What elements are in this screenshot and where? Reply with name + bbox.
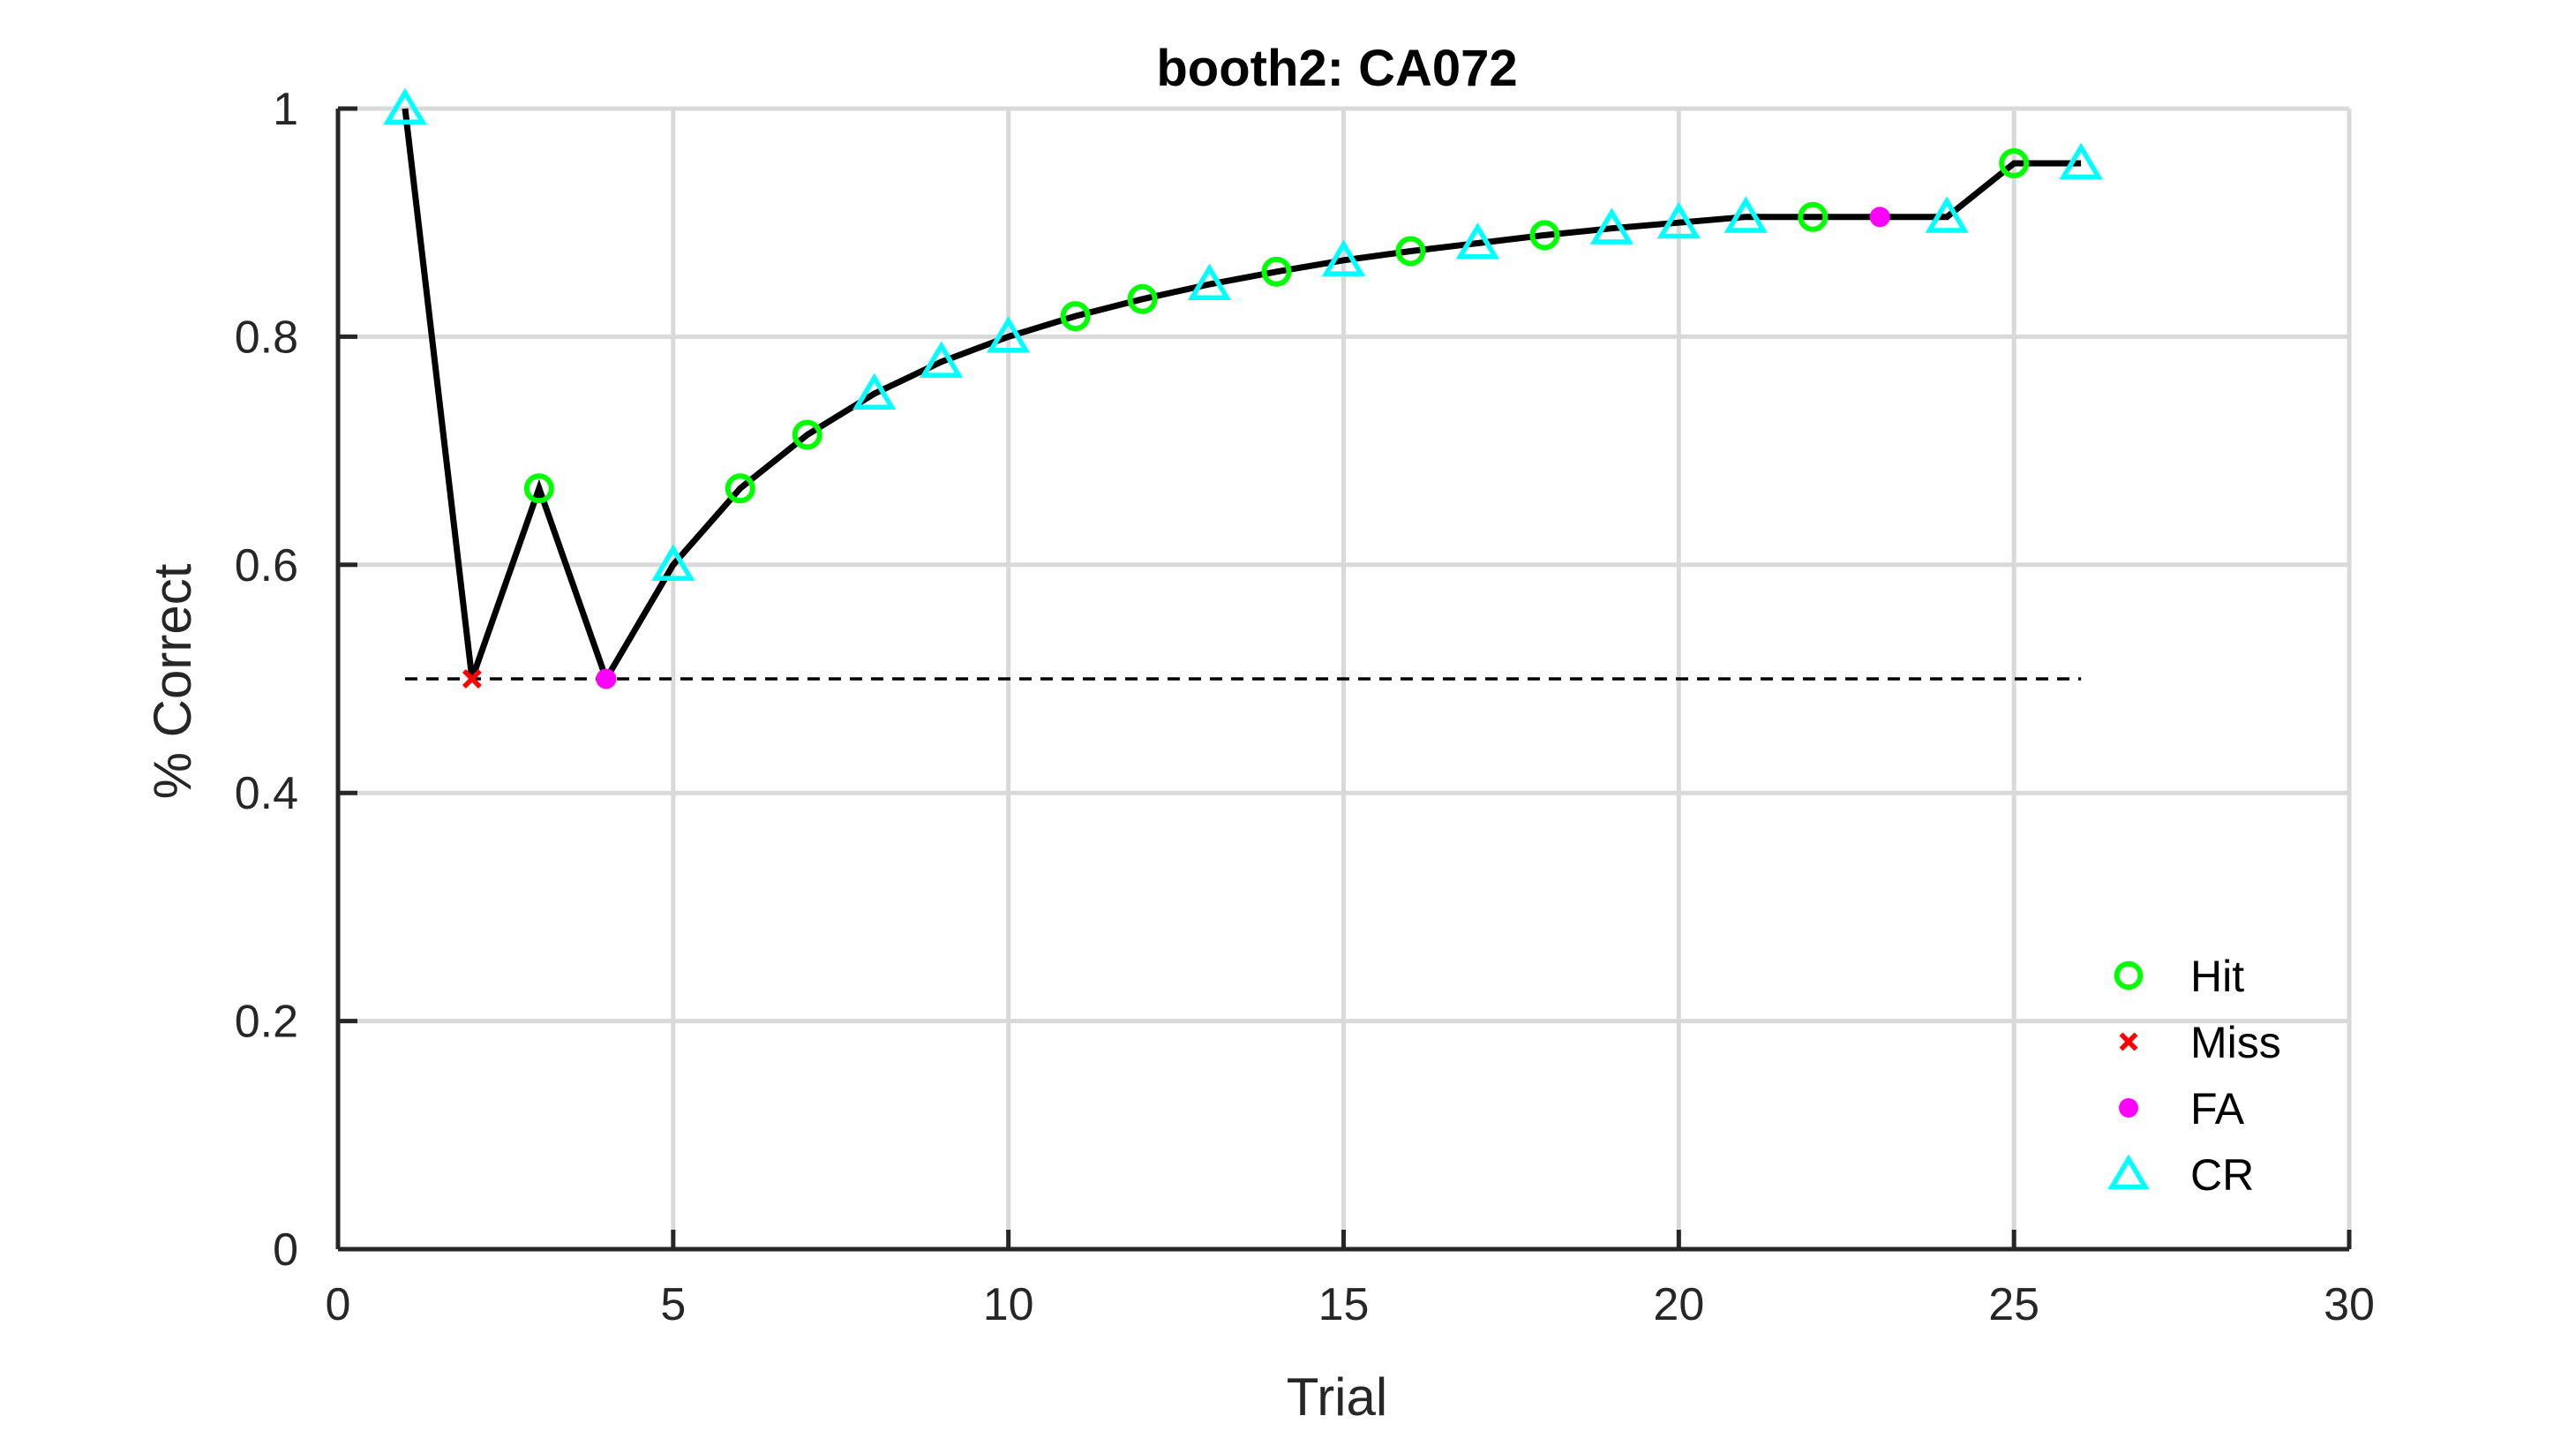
x-tick-label: 30 [2324,1279,2375,1330]
legend-item-hit: Hit [2114,952,2244,1001]
y-axis-label: % Correct [143,563,202,799]
legend-label: FA [2190,1084,2245,1134]
data-point-cr [1321,239,1366,276]
x-tick-label: 20 [1653,1279,1704,1330]
y-tick-label: 0 [273,1224,298,1276]
data-point-cr [920,341,964,378]
y-tick-label: 1 [273,84,298,135]
data-point-fa [596,668,617,689]
data-point-fa [1869,207,1890,228]
data-point-hit [1529,220,1560,251]
data-point-hit [1999,148,2030,179]
y-tick-label: 0.4 [235,768,298,819]
legend-marker-miss-icon [2119,1032,2138,1051]
y-tick-label: 0.2 [235,997,298,1048]
data-point-hit [792,419,822,450]
performance-line [402,108,2082,687]
x-tick-label: 0 [326,1279,351,1330]
data-point-cr [1187,263,1232,301]
x-tick-label: 10 [983,1279,1034,1330]
data-point-cr [1589,207,1634,245]
x-axis-label: Trial [1287,1367,1387,1427]
data-point-hit [725,473,755,504]
legend-label: CR [2190,1150,2254,1200]
series-layer [402,108,2082,687]
marker-layer [383,87,2103,689]
x-axis-ticks: 0 5 10 15 20 25 30 [326,1230,2375,1330]
data-point-hit [1127,283,1158,314]
data-point-cr [1724,196,1768,233]
data-point-cr [987,316,1031,353]
x-tick-label: 5 [660,1279,686,1330]
x-tick-label: 25 [1988,1279,2039,1330]
data-point-cr [1455,222,1500,260]
data-point-cr [383,87,427,125]
data-point-cr [2059,142,2103,180]
data-point-cr [1925,196,1969,233]
data-point-hit [1395,236,1426,267]
data-point-miss [462,669,482,689]
y-axis-ticks: 0 0.2 0.4 0.6 0.8 1 [235,84,357,1276]
x-tick-label: 15 [1318,1279,1370,1330]
legend-marker-cr-icon [2107,1154,2150,1190]
legend-label: Hit [2190,952,2244,1001]
y-tick-label: 0.6 [235,540,298,591]
data-point-cr [852,373,897,410]
legend-marker-fa-icon [2119,1098,2138,1118]
data-point-cr [1656,201,1701,239]
chart-title: booth2: CA072 [1156,40,1517,97]
legend-item-miss: Miss [2119,1018,2281,1067]
grid [338,106,2352,1249]
legend-marker-hit-icon [2114,960,2144,990]
legend-item-cr: CR [2107,1150,2254,1200]
data-point-cr [651,544,695,581]
data-point-hit [1798,201,1829,232]
legend-item-fa: FA [2119,1084,2245,1134]
legend: Hit Miss FA CR [2107,952,2281,1200]
data-point-hit [1261,256,1292,287]
legend-label: Miss [2190,1018,2281,1067]
data-point-hit [1060,301,1091,332]
y-tick-label: 0.8 [235,312,298,363]
data-point-hit [523,473,554,504]
